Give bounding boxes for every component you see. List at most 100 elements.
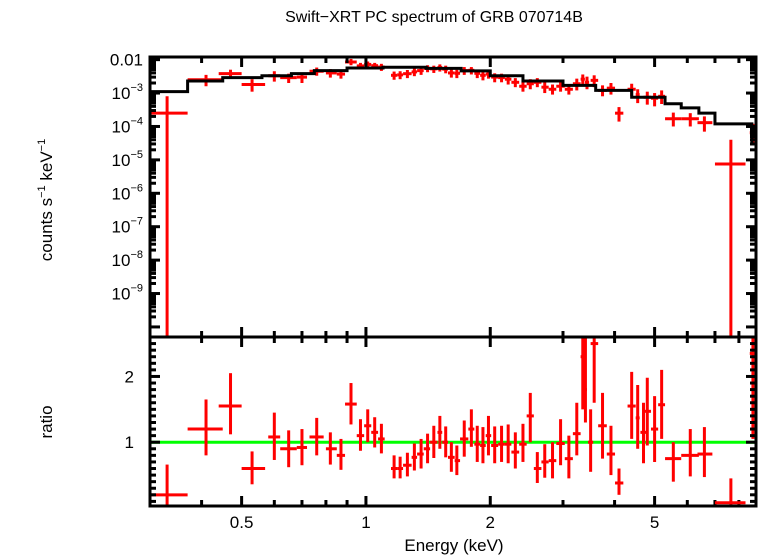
spectrum-point [391, 71, 398, 80]
ratio-point [391, 455, 398, 479]
ratio-point [485, 415, 492, 456]
ratio-point [280, 430, 297, 468]
ratio-point [504, 424, 512, 464]
spectrum-point [665, 112, 682, 127]
ratio-point [296, 429, 308, 466]
x-tick-label: 0.5 [230, 513, 254, 532]
ratio-point [437, 415, 443, 449]
spectrum-point [615, 107, 624, 122]
ratio-point [447, 442, 455, 472]
spectrum-point [480, 71, 486, 81]
ratio-point [397, 456, 404, 479]
ratio-point [442, 426, 448, 458]
spectrum-point [584, 76, 590, 90]
y-tick-label: 10−3 [112, 82, 143, 103]
spectrum-point [541, 82, 549, 94]
x-tick-label: 1 [361, 513, 370, 532]
ratio-point [650, 396, 659, 462]
x-axis-label: Energy (keV) [404, 536, 503, 555]
ratio-point [598, 392, 607, 459]
spectrum-point [411, 68, 418, 77]
ratio-point [541, 444, 549, 478]
ratio-point [403, 452, 412, 477]
ratio-point [583, 337, 588, 423]
ratio-point [491, 426, 499, 464]
ratio-point [345, 383, 357, 425]
model-step-line [150, 65, 756, 146]
ratio-point [519, 423, 527, 462]
spectrum-panel: 0.01 10−3 10−4 10−5 10−6 10−7 10−8 10−9 counts … [36, 51, 758, 506]
ratio-point [697, 427, 713, 478]
ratio-data-points [150, 337, 756, 506]
spectrum-point [697, 116, 713, 132]
spectrum-point [519, 81, 527, 92]
y-tick-label: 1 [125, 433, 134, 452]
x-tick-label: 5 [650, 513, 659, 532]
ratio-point [556, 419, 565, 466]
ratio-point [714, 478, 746, 506]
ratio-point [665, 442, 682, 482]
ratio-point [268, 412, 281, 460]
y-axis-label-spectrum: counts s−1 keV−1 [36, 139, 56, 261]
ratio-point [511, 432, 520, 469]
spectrum-point [241, 79, 266, 92]
y-tick-label: 0.01 [110, 51, 143, 70]
ratio-point [417, 438, 424, 469]
ratio-point [658, 369, 666, 439]
x-tick-label: 2 [486, 513, 495, 532]
chart-title: Swift−XRT PC spectrum of GRB 070714B [285, 9, 583, 26]
ratio-point [533, 452, 542, 483]
ratio-point [588, 409, 594, 472]
spectrum-point [714, 139, 746, 337]
ratio-point [474, 425, 481, 462]
ratio-point [681, 429, 699, 477]
ratio-point [590, 337, 599, 403]
y-tick-label: 2 [125, 367, 134, 386]
ratio-point [150, 464, 188, 506]
ratio-point [187, 399, 223, 456]
y-tick-label: 10−4 [112, 115, 143, 136]
spectrum-point [681, 113, 699, 127]
ratio-point [480, 427, 486, 464]
y-tick-label: 10−5 [112, 149, 143, 170]
ratio-point [454, 445, 461, 476]
y-axis-label-ratio: ratio [37, 405, 56, 438]
ratio-point [468, 409, 475, 447]
spectrum-point [650, 93, 659, 107]
ratio-point [606, 425, 616, 476]
spectrum-point [403, 69, 412, 79]
y-tick-label: 10−7 [112, 216, 143, 237]
ratio-point [336, 438, 346, 470]
ratio-axes: 12 [125, 335, 758, 508]
ratio-point [564, 435, 573, 479]
ratio-point [498, 425, 505, 462]
spectrum-point [454, 69, 461, 79]
ratio-point [325, 432, 337, 465]
ratio-point [627, 371, 636, 439]
ratio-point [364, 409, 372, 443]
ratio-point [411, 443, 418, 471]
ratio-point [309, 417, 324, 456]
ratio-frame [148, 335, 758, 508]
ratio-point [430, 425, 438, 458]
ratio-point [526, 392, 534, 443]
spectrum-point [580, 74, 585, 86]
ratio-point [241, 451, 266, 485]
ratio-point [635, 385, 640, 449]
ratio-point [615, 468, 624, 495]
y-tick-label: 10−9 [112, 283, 143, 304]
ratio-panel: 12 ratio [37, 335, 758, 508]
ratio-point [356, 419, 365, 451]
y-tick-label: 10−6 [112, 182, 143, 203]
spectrum-point [548, 84, 557, 95]
ratio-point [548, 442, 557, 479]
ratio-point [423, 433, 431, 464]
y-tick-label: 10−8 [112, 249, 143, 270]
ratio-point [460, 420, 469, 457]
spectrum-point [606, 82, 616, 95]
ratio-point [218, 373, 242, 435]
spectrum-point [511, 78, 520, 88]
ratio-point [640, 402, 647, 464]
ratio-point [371, 417, 379, 448]
